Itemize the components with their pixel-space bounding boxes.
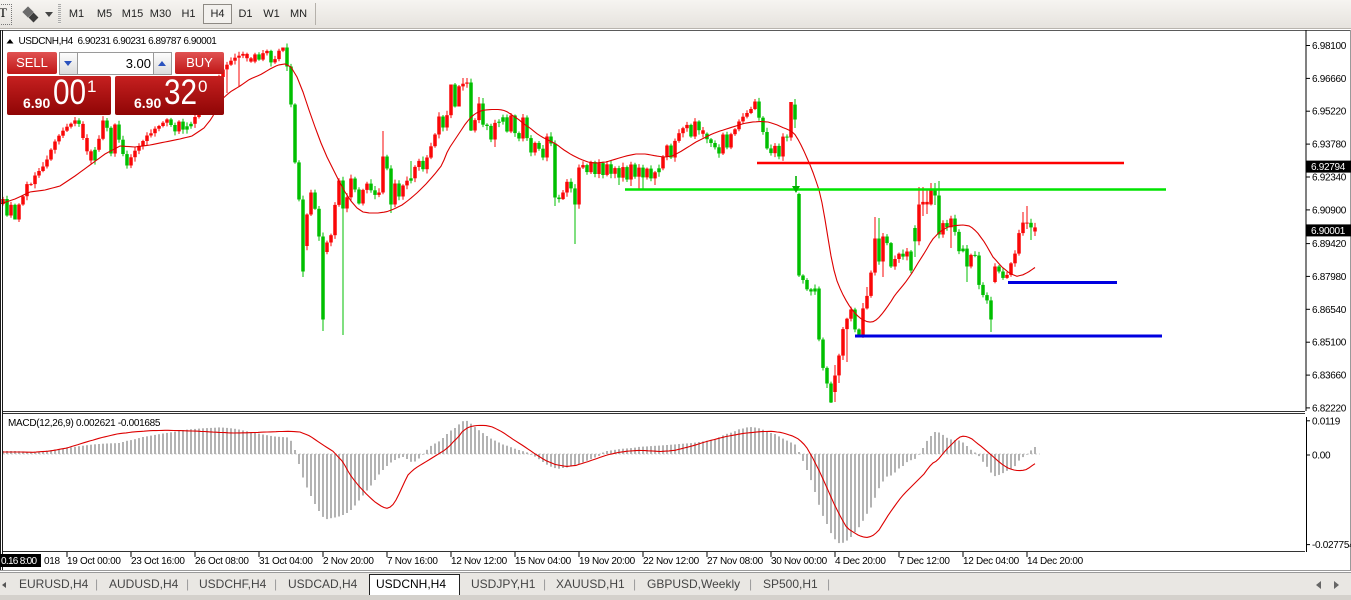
svg-text:0.0119: 0.0119 bbox=[1312, 416, 1341, 427]
svg-text:USDCNH,H4 6.90231 6.90231 6.8: USDCNH,H4 6.90231 6.90231 6.89787 6.9000… bbox=[19, 36, 218, 47]
svg-text:7 Nov 16:00: 7 Nov 16:00 bbox=[387, 556, 438, 567]
svg-text:19 Oct 00:00: 19 Oct 00:00 bbox=[67, 556, 121, 567]
svg-text:6.92340: 6.92340 bbox=[1312, 173, 1347, 184]
svg-text:6.98100: 6.98100 bbox=[1312, 41, 1347, 52]
svg-text:6.85100: 6.85100 bbox=[1312, 338, 1347, 349]
svg-text:12 Nov 12:00: 12 Nov 12:00 bbox=[451, 556, 508, 567]
svg-text:6.92794: 6.92794 bbox=[1311, 162, 1346, 173]
svg-text:6.93780: 6.93780 bbox=[1312, 140, 1347, 151]
svg-text:14 Dec 20:00: 14 Dec 20:00 bbox=[1027, 556, 1084, 567]
svg-text:6.89420: 6.89420 bbox=[1312, 239, 1347, 250]
svg-text:6.87980: 6.87980 bbox=[1312, 272, 1347, 283]
svg-text:15 Nov 04:00: 15 Nov 04:00 bbox=[515, 556, 572, 567]
svg-text:4 Dec 20:00: 4 Dec 20:00 bbox=[835, 556, 886, 567]
svg-text:6.90900: 6.90900 bbox=[1312, 205, 1347, 216]
svg-text:6.83660: 6.83660 bbox=[1312, 371, 1347, 382]
svg-text:12 Dec 04:00: 12 Dec 04:00 bbox=[963, 556, 1020, 567]
svg-text:0.00: 0.00 bbox=[1312, 451, 1331, 462]
svg-text:7 Dec 12:00: 7 Dec 12:00 bbox=[899, 556, 950, 567]
svg-text:2 Nov 20:00: 2 Nov 20:00 bbox=[323, 556, 374, 567]
svg-text:23 Oct 16:00: 23 Oct 16:00 bbox=[131, 556, 185, 567]
svg-text:6.86540: 6.86540 bbox=[1312, 305, 1347, 316]
svg-text:6.96660: 6.96660 bbox=[1312, 74, 1347, 85]
svg-text:6.95220: 6.95220 bbox=[1312, 107, 1347, 118]
svg-text:22 Nov 12:00: 22 Nov 12:00 bbox=[643, 556, 700, 567]
svg-text:018: 018 bbox=[44, 556, 61, 567]
svg-text:6.82220: 6.82220 bbox=[1312, 403, 1347, 414]
svg-text:6.90001: 6.90001 bbox=[1311, 226, 1346, 237]
svg-text:30 Nov 00:00: 30 Nov 00:00 bbox=[771, 556, 828, 567]
svg-text:-0.0277547: -0.0277547 bbox=[1312, 540, 1351, 551]
svg-text:27 Nov 08:00: 27 Nov 08:00 bbox=[707, 556, 764, 567]
svg-text:26 Oct 08:00: 26 Oct 08:00 bbox=[195, 556, 249, 567]
svg-text:19 Nov 20:00: 19 Nov 20:00 bbox=[579, 556, 636, 567]
svg-text:31 Oct 04:00: 31 Oct 04:00 bbox=[259, 556, 313, 567]
svg-text:0.16 8:00: 0.16 8:00 bbox=[1, 556, 38, 567]
svg-text:MACD(12,26,9) 0.002621 -0.0016: MACD(12,26,9) 0.002621 -0.001685 bbox=[8, 418, 161, 429]
